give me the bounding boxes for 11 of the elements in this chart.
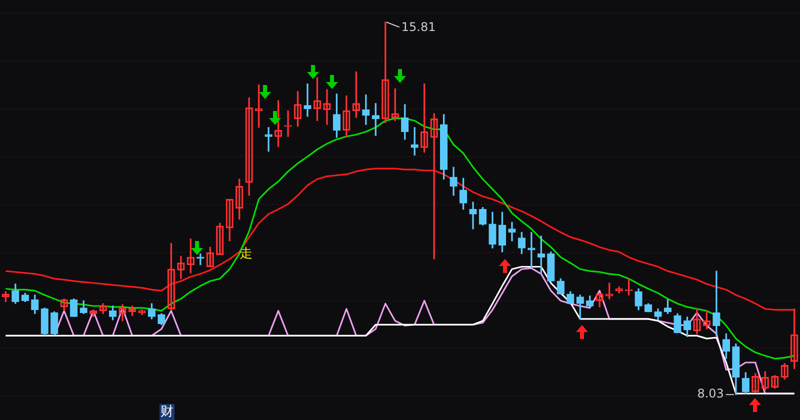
candlestick — [712, 270, 720, 336]
annotation: 走 — [240, 246, 252, 262]
annotation: 8.03 — [697, 386, 724, 401]
candlestick — [362, 94, 370, 125]
annotation: 15.81 — [401, 20, 436, 34]
text: 财 — [160, 404, 174, 420]
candlestick — [528, 232, 536, 269]
candlestick — [469, 202, 477, 230]
candlestick — [508, 222, 516, 242]
candlestick — [264, 127, 272, 152]
candlestick — [304, 84, 312, 117]
